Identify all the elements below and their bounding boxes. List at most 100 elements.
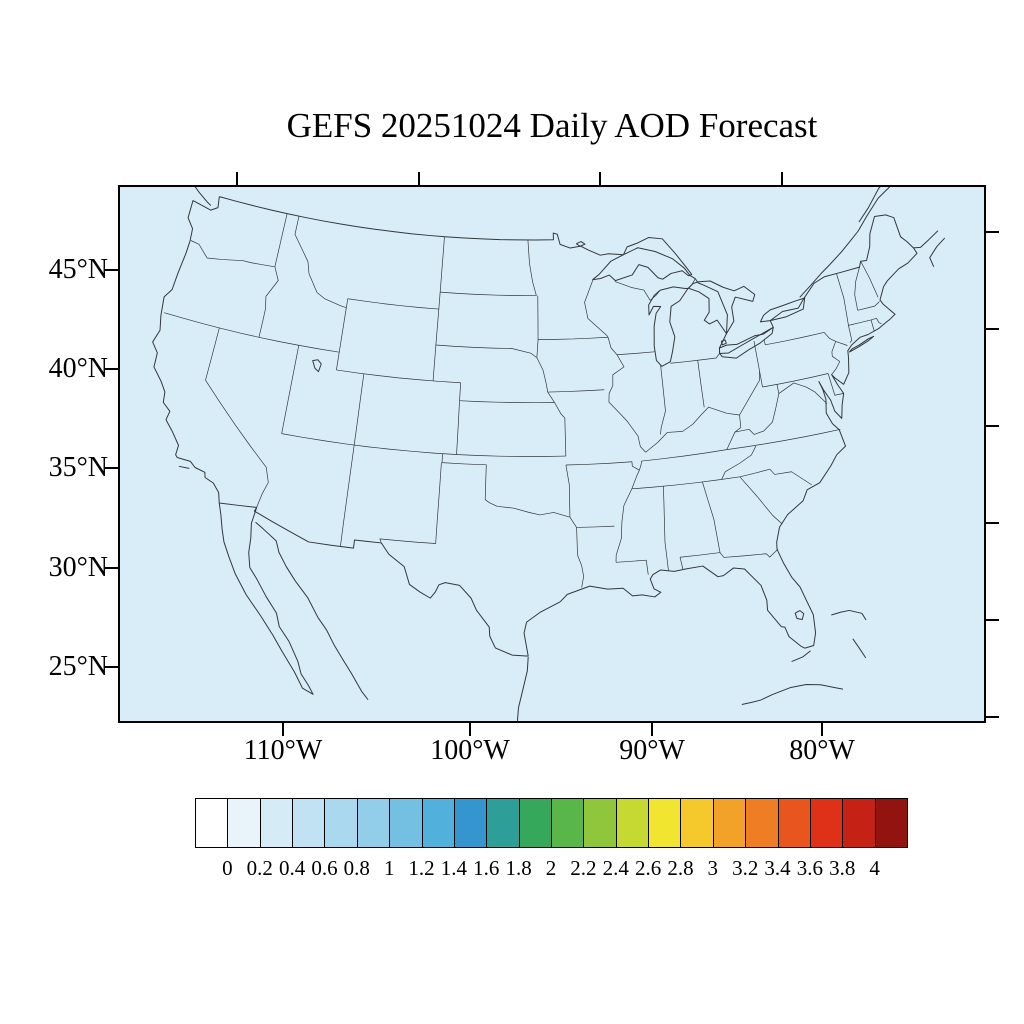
state_borders-line <box>641 449 727 462</box>
foreign_coast-line <box>852 638 867 659</box>
state_borders-line <box>776 382 828 404</box>
colorbar-label: 2.8 <box>667 856 694 880</box>
state_borders-line <box>347 298 439 310</box>
lat-tick <box>105 467 118 469</box>
colorbar-segment <box>356 798 391 848</box>
state_borders-line <box>857 301 880 311</box>
top-tick <box>236 172 238 185</box>
lat-tick <box>105 269 118 271</box>
colorbar-segment <box>712 798 747 848</box>
right-tick <box>986 231 999 233</box>
state_borders-line <box>835 341 848 346</box>
colorbar-label: 1.8 <box>505 856 532 880</box>
state_borders-line <box>726 428 841 450</box>
colorbar-label: 3.2 <box>732 856 759 880</box>
state_borders-line <box>721 445 757 480</box>
colorbar-label: 2 <box>545 856 557 880</box>
colorbar-segment <box>227 798 261 848</box>
state_borders-line <box>739 468 812 486</box>
colorbar-segment <box>809 798 844 848</box>
state_borders-line <box>679 557 684 570</box>
state_borders-line <box>576 525 615 528</box>
colorbar-label: 3.8 <box>829 856 856 880</box>
state_borders-line <box>670 353 720 364</box>
colorbar-segment <box>842 798 876 848</box>
colorbar-label: 0.6 <box>311 856 338 880</box>
state_borders-line <box>536 357 549 393</box>
state_borders-line <box>432 236 445 381</box>
state_borders-line <box>726 431 736 450</box>
lat-tick <box>105 567 118 569</box>
state_borders-line <box>459 400 555 403</box>
state_borders-line <box>687 278 696 289</box>
colorbar-label: 0.4 <box>278 856 306 880</box>
state_borders-line <box>827 373 844 396</box>
state_borders-line <box>870 319 875 331</box>
colorbar-label: 3 <box>707 856 719 880</box>
colorbar-label: 1 <box>383 856 395 880</box>
state_borders-line <box>205 327 269 508</box>
state_borders-line <box>565 464 577 528</box>
state_borders-line <box>565 461 640 471</box>
state_borders-line <box>753 340 763 388</box>
lat-tick-label: 45°N <box>48 254 108 285</box>
state_borders-line <box>697 360 705 408</box>
colorbar-label: 2.6 <box>634 856 662 880</box>
state_borders-line <box>258 266 279 338</box>
state_borders-line <box>739 476 783 525</box>
state_borders-line <box>584 279 609 338</box>
state_borders-line <box>614 281 651 301</box>
right-tick <box>986 619 999 621</box>
lon-tick <box>282 723 284 736</box>
colorbar-segment <box>680 798 714 848</box>
foreign_coast-line <box>929 237 946 268</box>
colorbar-label: 0.2 <box>246 856 273 880</box>
lon-tick-label: 90°W <box>619 735 685 766</box>
foreign_coast-line <box>576 241 586 247</box>
colorbar-segment <box>421 798 455 848</box>
state_borders-line <box>294 216 347 309</box>
national_and_coast-line <box>791 650 811 663</box>
foreign_coast-line <box>194 187 212 206</box>
state_borders-line <box>649 290 661 301</box>
state_borders-line <box>607 337 646 453</box>
national_and_coast-line <box>794 610 805 620</box>
foreign_coast-line <box>741 683 844 706</box>
state_borders-line <box>831 341 841 375</box>
colorbar-segment <box>486 798 520 848</box>
colorbar-segment <box>745 798 779 848</box>
state_borders-line <box>336 369 461 384</box>
state_borders-line <box>440 291 537 296</box>
lat-tick <box>105 666 118 668</box>
chart-title: GEFS 20251024 Daily AOD Forecast <box>286 106 818 145</box>
colorbar-label: 2.2 <box>570 856 597 880</box>
state_borders-line <box>645 371 760 453</box>
state_borders-line <box>340 373 365 547</box>
lat-tick-label: 30°N <box>48 552 108 583</box>
state_borders-line <box>631 476 740 490</box>
right-tick <box>986 425 999 427</box>
lon-tick <box>469 723 471 736</box>
right-tick <box>986 522 999 524</box>
colorbar-segment <box>195 798 229 848</box>
state_borders-line <box>854 267 860 311</box>
colorbar-label: 1.4 <box>440 856 468 880</box>
colorbar-label: 1.2 <box>408 856 435 880</box>
us-basemap <box>152 187 946 721</box>
state_borders-line <box>763 332 836 346</box>
colorbar-segment <box>292 798 326 848</box>
map-plot-area <box>118 185 986 723</box>
state_borders-line <box>456 382 461 455</box>
foreign_coast-line <box>516 656 529 721</box>
colorbar-label: 3.4 <box>764 856 791 880</box>
state_borders-line <box>616 351 656 356</box>
state_borders-line <box>536 295 539 358</box>
state_borders-line <box>836 273 853 343</box>
lat-tick-label: 40°N <box>48 353 108 384</box>
foreign_coast-line <box>255 521 369 701</box>
state_borders-line <box>679 549 779 558</box>
colorbar-segment <box>518 798 552 848</box>
state_borders-line <box>163 312 340 353</box>
lat-tick <box>105 368 118 370</box>
